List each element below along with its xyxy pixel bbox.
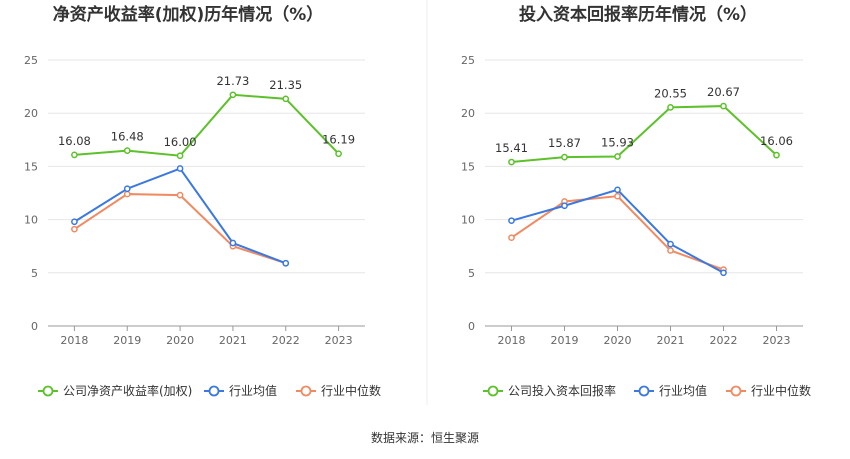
legend-item-median: 行业中位数 <box>296 383 381 398</box>
data-point-median <box>614 192 621 200</box>
y-tick-label: 0 <box>468 320 475 333</box>
data-label: 20.67 <box>707 85 740 99</box>
data-label: 16.08 <box>58 134 91 148</box>
x-tick-label: 2019 <box>551 334 579 347</box>
data-label: 15.87 <box>548 136 581 150</box>
y-tick-label: 10 <box>24 214 38 227</box>
series-line-median <box>73 193 287 265</box>
data-point-company <box>71 151 78 159</box>
legend-item-company: 公司净资产收益率(加权) <box>38 383 192 398</box>
legend-label: 行业中位数 <box>321 383 381 398</box>
x-tick-label: 2022 <box>272 334 300 347</box>
data-point-company <box>667 103 674 111</box>
legend-label: 行业均值 <box>659 383 707 398</box>
source-note: 数据来源：恒生聚源 <box>371 430 479 445</box>
x-tick-label: 2020 <box>604 334 632 347</box>
series-line-company <box>74 93 340 157</box>
series-line-avg <box>73 167 287 265</box>
data-label: 21.35 <box>269 78 302 92</box>
data-point-avg <box>667 240 674 248</box>
legend-label: 行业均值 <box>229 383 277 398</box>
legend-marker <box>300 385 312 397</box>
data-point-avg <box>561 202 568 210</box>
data-point-avg <box>71 218 78 226</box>
legend-item-avg: 行业均值 <box>634 383 707 398</box>
data-point-company <box>720 102 727 110</box>
data-point-company <box>282 95 290 103</box>
legend-marker <box>638 385 650 397</box>
chart-title: 投入资本回报率历年情况（%） <box>519 4 757 25</box>
y-tick-label: 0 <box>31 320 38 333</box>
data-point-company <box>561 153 568 161</box>
legend-item-median: 行业中位数 <box>726 383 811 398</box>
data-point-median <box>176 191 184 199</box>
legend-label: 公司净资产收益率(加权) <box>63 383 192 398</box>
x-tick-label: 2022 <box>710 334 738 347</box>
legend-marker <box>730 385 742 397</box>
data-point-median <box>667 247 674 254</box>
roic-chart: 投入资本回报率历年情况（%） 0 5 10 15 20 25 2018 2019 2020 2021… <box>461 4 811 398</box>
x-tick-label: 2021 <box>219 334 247 347</box>
y-tick-label: 15 <box>24 160 38 173</box>
y-tick-label: 15 <box>461 160 475 173</box>
data-point-avg <box>123 185 131 193</box>
data-point-median <box>508 234 515 242</box>
data-point-avg <box>720 269 727 277</box>
y-tick-label: 20 <box>24 107 38 120</box>
x-tick-label: 2018 <box>498 334 526 347</box>
y-tick-label: 25 <box>24 54 38 67</box>
x-tick-label: 2021 <box>657 334 685 347</box>
data-label: 16.00 <box>164 135 197 149</box>
data-label: 15.93 <box>601 136 634 150</box>
data-label: 20.55 <box>654 86 687 100</box>
legend-marker <box>487 385 499 397</box>
x-tick-label: 2020 <box>166 334 194 347</box>
data-label: 15.41 <box>495 141 528 155</box>
data-label: 16.48 <box>111 130 144 144</box>
x-tick-label: 2023 <box>763 334 791 347</box>
roe-chart: 净资产收益率(加权)历年情况（%） 0 5 10 15 20 25 2018 2019 2020 2… <box>24 4 381 398</box>
data-label: 16.19 <box>322 133 355 147</box>
y-tick-label: 5 <box>468 267 475 280</box>
data-point-company <box>176 152 184 160</box>
x-tick-label: 2019 <box>113 334 141 347</box>
data-point-company <box>508 158 515 166</box>
legend-label: 行业中位数 <box>751 383 811 398</box>
x-tick-label: 2018 <box>60 334 88 347</box>
data-point-avg <box>176 165 184 172</box>
data-point-median <box>123 190 131 198</box>
data-point-avg <box>229 239 237 247</box>
y-tick-label: 20 <box>461 107 475 120</box>
data-point-company <box>335 150 342 158</box>
data-point-avg <box>614 186 621 194</box>
data-point-median <box>71 225 78 233</box>
y-tick-label: 25 <box>461 54 475 67</box>
x-tick-label: 2023 <box>325 334 353 347</box>
data-label: 16.06 <box>760 134 793 148</box>
legend-item-avg: 行业均值 <box>204 383 277 398</box>
data-label: 21.73 <box>216 74 249 88</box>
chart-title: 净资产收益率(加权)历年情况（%） <box>53 4 324 25</box>
series-line-avg <box>511 188 724 274</box>
legend-marker <box>208 385 220 397</box>
y-tick-label: 5 <box>31 267 38 280</box>
legend-label: 公司投入资本回报率 <box>508 383 616 398</box>
data-point-company <box>123 147 131 155</box>
data-point-company <box>229 91 237 99</box>
data-point-avg <box>282 259 290 267</box>
data-point-company <box>773 151 780 159</box>
series-line-median <box>510 195 724 271</box>
legend-item-company: 公司投入资本回报率 <box>483 383 616 398</box>
legend-marker <box>42 385 54 397</box>
data-point-company <box>614 153 621 160</box>
y-tick-label: 10 <box>461 214 475 227</box>
series-line-company <box>511 105 778 164</box>
data-point-avg <box>508 217 515 225</box>
